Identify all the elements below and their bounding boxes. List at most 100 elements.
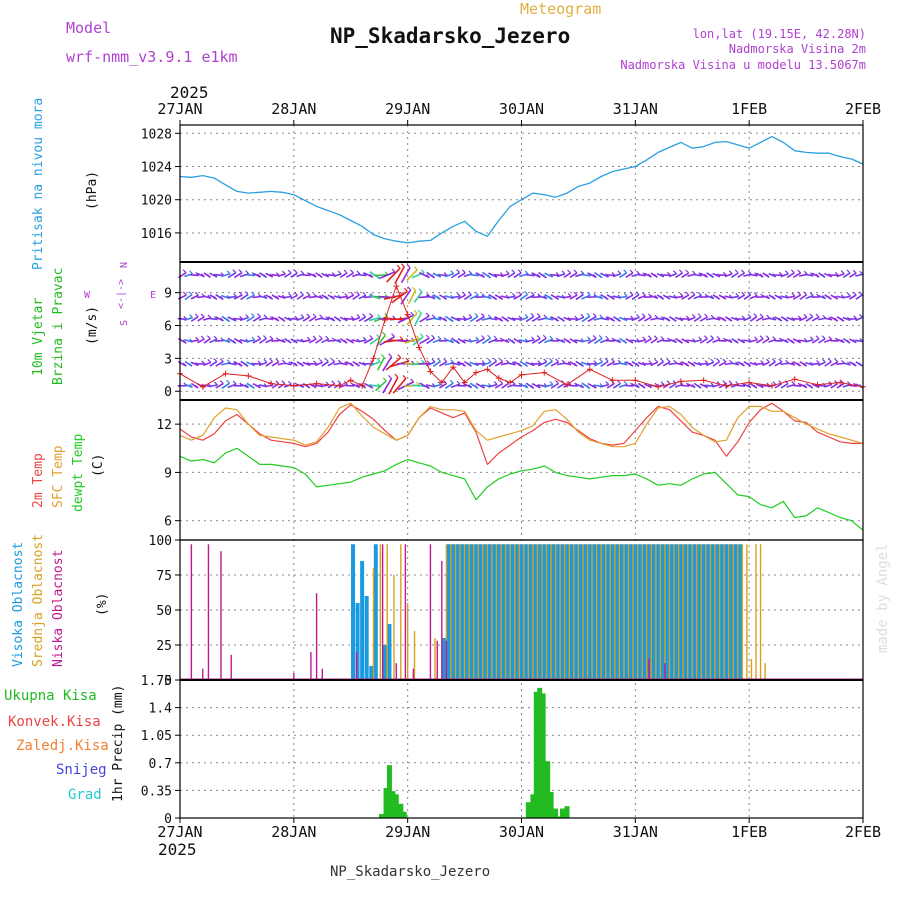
wind-barb bbox=[190, 339, 199, 343]
wind-barb bbox=[792, 384, 802, 388]
wind-barb-head bbox=[790, 269, 795, 274]
wind-barb-head bbox=[362, 291, 367, 296]
wind-barb-head bbox=[673, 270, 677, 275]
wind-barb-head bbox=[524, 362, 529, 367]
wind-barb-head bbox=[356, 314, 361, 319]
wind-barb-head bbox=[636, 313, 640, 318]
wind-barb-head bbox=[461, 339, 466, 344]
wind-barb-head bbox=[431, 358, 436, 363]
wind-barb-head bbox=[400, 263, 405, 268]
wind-barb-head bbox=[281, 380, 286, 385]
wind-barb-head bbox=[809, 292, 814, 296]
wind-barb-head bbox=[251, 336, 256, 341]
wind-barb-head bbox=[828, 273, 833, 278]
wind-barb-head bbox=[809, 336, 814, 341]
wind-barb-head bbox=[691, 291, 696, 296]
wind-barb bbox=[631, 316, 640, 322]
wind-barb bbox=[375, 380, 387, 392]
wind-barb-head bbox=[623, 292, 628, 297]
wind-barb bbox=[308, 295, 317, 299]
wind-barb-head bbox=[517, 362, 522, 367]
wind-barb bbox=[481, 294, 492, 300]
wind-barb-head bbox=[275, 317, 280, 322]
model-name: wrf-nmm_v3.9.1 e1km bbox=[66, 48, 238, 66]
wind-barb-head bbox=[450, 270, 455, 275]
wind-barb bbox=[606, 361, 615, 367]
wind-barb-head bbox=[474, 384, 479, 389]
wind-barb-head bbox=[288, 293, 293, 298]
wind-barb-head bbox=[388, 353, 393, 358]
wind-barb-head bbox=[573, 362, 578, 367]
wind-barb-head bbox=[653, 273, 658, 278]
wind-barb-head bbox=[784, 339, 789, 343]
wind-barb-head bbox=[828, 316, 833, 321]
wind-barb-head bbox=[474, 291, 479, 296]
wind-barb-head bbox=[415, 335, 420, 340]
wind-barb bbox=[737, 294, 745, 300]
time-tick-label-top: 27JAN bbox=[157, 100, 202, 118]
wind-ytick-label: 6 bbox=[164, 320, 172, 335]
wind-barb bbox=[569, 384, 578, 387]
wind-barb bbox=[327, 361, 336, 367]
wind-barb bbox=[482, 337, 492, 345]
wind-barb-head bbox=[356, 383, 361, 388]
wind-barb-head bbox=[293, 339, 298, 344]
wind-barb-head bbox=[499, 295, 504, 300]
wind-barb-head bbox=[294, 291, 298, 296]
wind-barb bbox=[184, 293, 193, 301]
wind-barb-head bbox=[734, 339, 739, 344]
wind-barb-head bbox=[226, 318, 230, 322]
wind-barb-head bbox=[419, 333, 424, 338]
wind-barb-head bbox=[797, 269, 802, 274]
wind-barb bbox=[830, 382, 839, 389]
wind-barb bbox=[581, 361, 591, 367]
wind-barb-head bbox=[604, 357, 609, 362]
wind-barb bbox=[563, 272, 571, 278]
wind-barb bbox=[755, 362, 764, 365]
wind-barb-head bbox=[403, 287, 408, 292]
wind-barb-head bbox=[493, 335, 498, 340]
wind-barb-head bbox=[396, 264, 401, 269]
wind-barb bbox=[363, 315, 374, 323]
wind-barb-head bbox=[599, 295, 604, 300]
wind-barb-head bbox=[710, 274, 714, 278]
wind-ytick-label: 0 bbox=[164, 385, 172, 400]
wind-barb-head bbox=[431, 334, 436, 339]
wind-barb bbox=[481, 361, 492, 367]
cloud-ytick-label: 100 bbox=[149, 534, 172, 549]
wind-barb-head bbox=[287, 269, 292, 274]
time-tick-label-bottom: 28JAN bbox=[271, 823, 316, 841]
precip-bar bbox=[525, 802, 531, 818]
wind-barb-head bbox=[716, 358, 720, 363]
wind-barb bbox=[283, 295, 292, 299]
wind-barb bbox=[209, 384, 218, 388]
wind-barb-head bbox=[431, 314, 436, 319]
wind-barb-head bbox=[685, 362, 690, 367]
wind-barb bbox=[376, 357, 385, 371]
wind-barb-head bbox=[449, 318, 454, 323]
wind-barb bbox=[500, 273, 510, 278]
wind-barb bbox=[743, 294, 752, 300]
wind-barb bbox=[823, 383, 833, 388]
wind-barb-head bbox=[257, 360, 262, 365]
wind-barb bbox=[296, 316, 305, 321]
wind-barb-head bbox=[431, 274, 435, 279]
wind-barb bbox=[792, 294, 802, 300]
wind-barb bbox=[463, 316, 473, 322]
wind-barb-head bbox=[586, 385, 591, 389]
wind-barb bbox=[650, 338, 658, 344]
wind-barb bbox=[358, 273, 367, 277]
wind-barb-head bbox=[660, 295, 664, 300]
wind-barb-head bbox=[511, 269, 516, 274]
wind-barb bbox=[203, 337, 211, 344]
wind-barb-head bbox=[834, 271, 839, 276]
wind-barb-head bbox=[623, 339, 628, 344]
wind-barb-head bbox=[410, 311, 415, 316]
wind-barb-head bbox=[784, 317, 789, 322]
wind-barb-head bbox=[548, 357, 553, 362]
wind-barb-head bbox=[604, 296, 609, 300]
wind-barb-head bbox=[537, 360, 542, 365]
wind-barb-head bbox=[481, 273, 485, 278]
wind-barb bbox=[475, 295, 486, 299]
wind-barb bbox=[625, 384, 634, 387]
